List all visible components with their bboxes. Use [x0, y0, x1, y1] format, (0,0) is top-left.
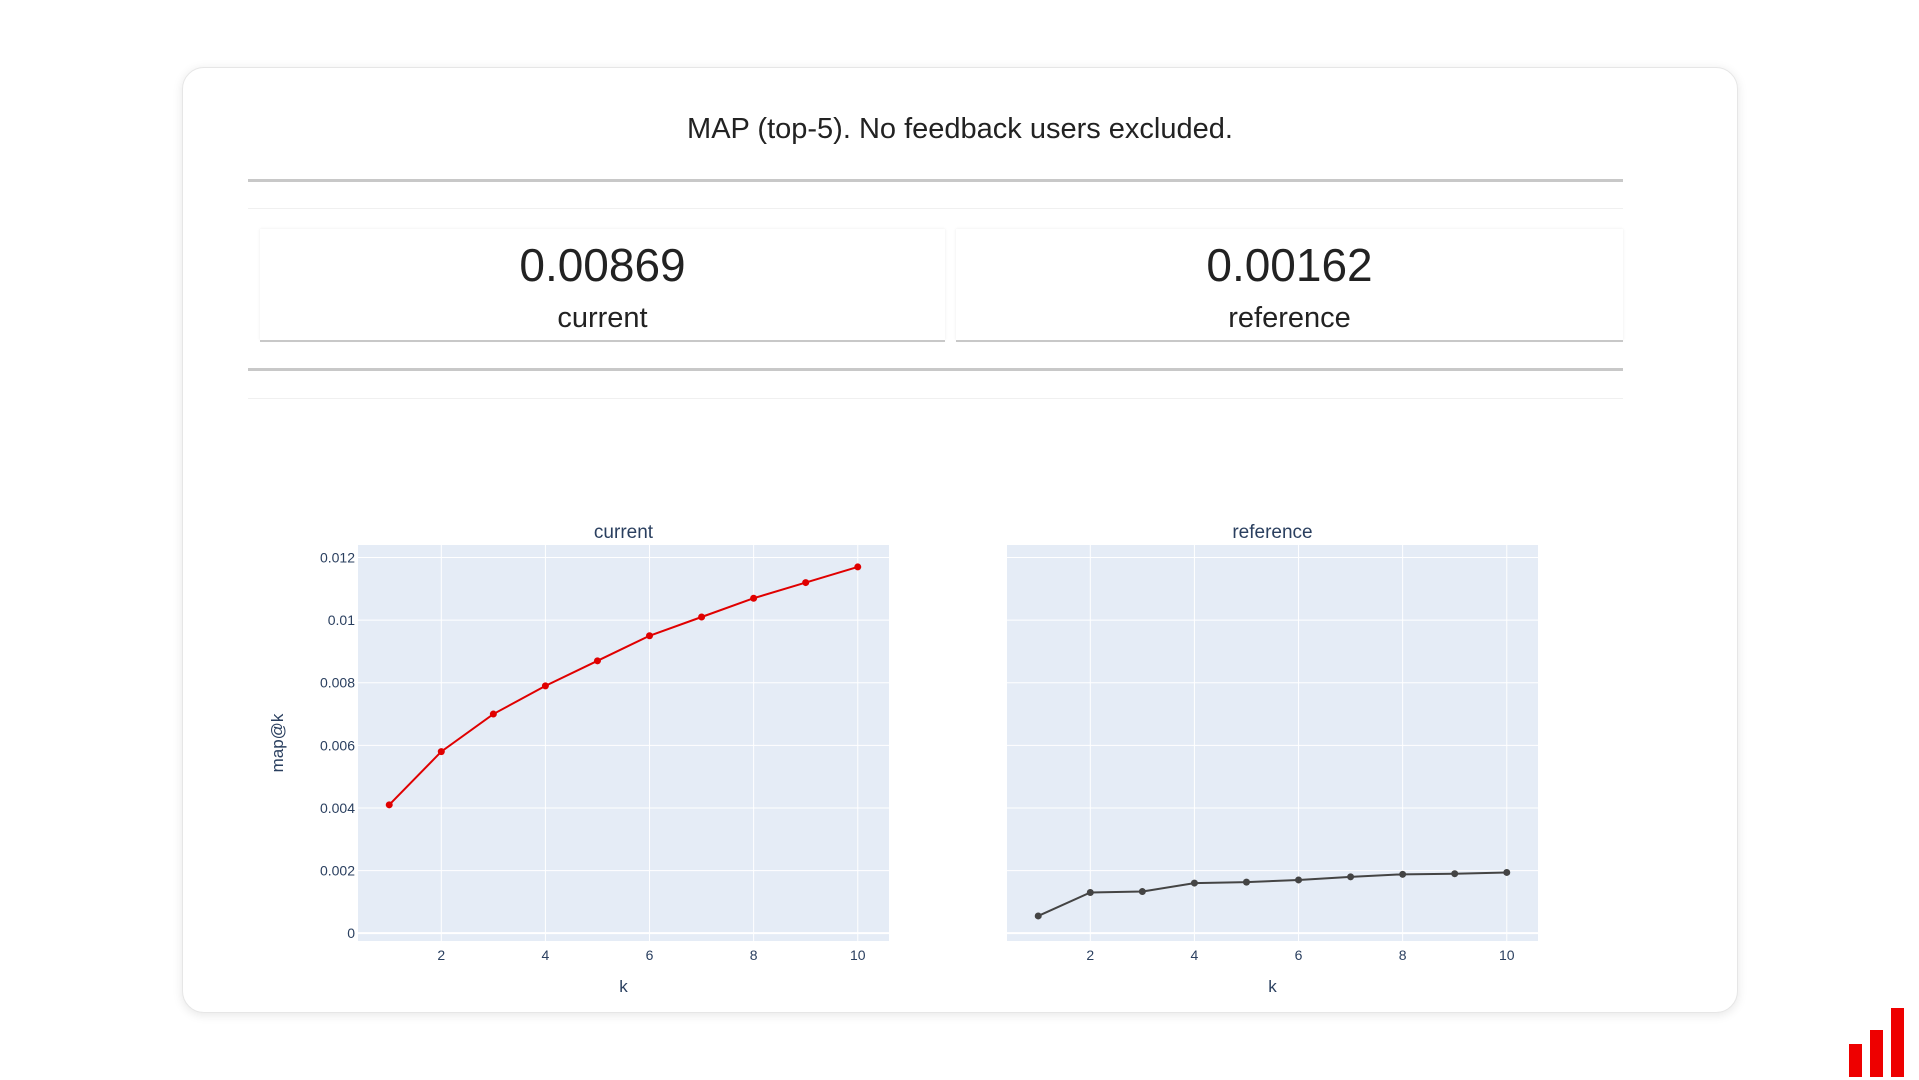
- metrics-top-line: [248, 208, 1623, 209]
- chart-title-0: current: [594, 522, 654, 543]
- data-point: [802, 579, 810, 587]
- metric-reference-label: reference: [1228, 302, 1351, 334]
- brand-logo-icon: [1849, 1008, 1904, 1077]
- x-tick-label: 10: [1499, 947, 1515, 963]
- data-point: [1503, 868, 1511, 876]
- data-point: [1451, 870, 1459, 878]
- title-divider: [248, 179, 1623, 182]
- data-point: [1138, 888, 1146, 896]
- data-point: [646, 632, 654, 640]
- data-point: [854, 563, 862, 571]
- y-tick-label: 0.012: [320, 550, 355, 566]
- data-point: [1034, 912, 1042, 920]
- y-tick-label: 0.008: [320, 675, 355, 691]
- x-tick-label: 8: [1399, 947, 1407, 963]
- charts-top-line: [248, 398, 1623, 399]
- data-point: [1190, 879, 1198, 887]
- series-line-1: [1037, 871, 1507, 917]
- x-tick-label: 2: [437, 947, 445, 963]
- data-point: [1086, 888, 1094, 896]
- chart-1: 2 4 6 8 10 reference k: [1007, 522, 1538, 996]
- x-tick-label: 2: [1086, 947, 1094, 963]
- x-tick-label: 4: [1191, 947, 1199, 963]
- x-tick-label: 6: [1295, 947, 1303, 963]
- metric-reference: 0.00162 reference: [956, 229, 1623, 340]
- x-tick-label: 8: [750, 947, 758, 963]
- y-tick-label: 0.002: [320, 863, 355, 879]
- data-point: [385, 801, 393, 809]
- data-point: [698, 613, 706, 621]
- x-tick-label: 6: [646, 947, 654, 963]
- y-tick-label: 0: [347, 925, 355, 941]
- data-point: [541, 682, 549, 690]
- data-point: [1242, 878, 1250, 886]
- x-axis-label-0: k: [619, 977, 628, 996]
- metric-current-label: current: [557, 302, 648, 334]
- chart-title-1: reference: [1232, 522, 1312, 543]
- metric-reference-value: 0.00162: [1206, 239, 1373, 291]
- x-axis-label-1: k: [1268, 977, 1277, 996]
- x-tick-label: 4: [542, 947, 550, 963]
- series-line-0: [388, 565, 859, 806]
- y-tick-label: 0.004: [320, 800, 355, 816]
- chart-0: 2 4 6 8 10 0 0.002 0.004 0.006 0.008 0.01 0.012 curr…: [268, 522, 889, 996]
- x-tick-label: 10: [850, 947, 866, 963]
- data-point: [1295, 876, 1303, 884]
- data-point: [1399, 870, 1407, 878]
- widget-title: MAP (top-5). No feedback users excluded.: [687, 113, 1233, 145]
- metric-current-value: 0.00869: [519, 239, 686, 291]
- logo-bar-3: [1891, 1008, 1904, 1077]
- logo-bar-2: [1870, 1030, 1883, 1077]
- data-point: [489, 710, 497, 718]
- data-point: [593, 657, 601, 665]
- plot-area-1: [1007, 545, 1538, 941]
- y-tick-label: 0.01: [328, 612, 355, 628]
- data-point: [1347, 873, 1355, 881]
- plot-area-0: [358, 545, 889, 941]
- y-axis-label-0: map@k: [268, 713, 287, 772]
- data-point: [750, 594, 758, 602]
- metrics-divider: [248, 368, 1623, 371]
- data-point: [437, 748, 445, 756]
- metric-current: 0.00869 current: [260, 229, 945, 340]
- logo-bar-1: [1849, 1044, 1862, 1077]
- y-tick-label: 0.006: [320, 737, 355, 753]
